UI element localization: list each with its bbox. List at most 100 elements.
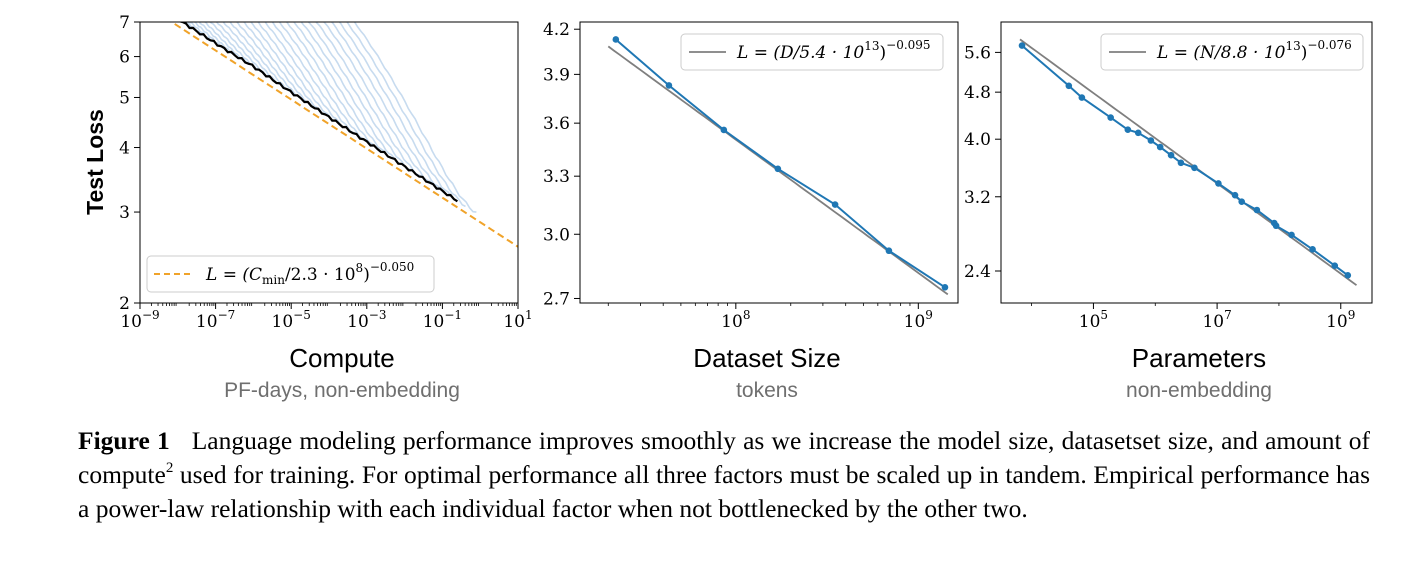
dataset-series-line [615, 38, 946, 289]
params-point [1309, 246, 1316, 253]
training-curve [300, 22, 401, 165]
dataset-point [885, 247, 893, 255]
y-axis-label: Test Loss [82, 109, 108, 215]
y-tick-label: 3.2 [964, 188, 991, 208]
params-y-ticks: 5.6 4.8 4.0 3.2 2.4 [964, 43, 1001, 282]
x-tick-label: 105 [1079, 308, 1108, 332]
params-point [1215, 180, 1222, 187]
training-curve [242, 22, 314, 108]
params-point [1167, 151, 1175, 159]
params-point [1018, 42, 1026, 49]
params-point [1156, 143, 1164, 151]
params-point [1177, 159, 1185, 167]
y-tick-label: 4.2 [543, 20, 570, 40]
params-point [1344, 272, 1352, 279]
compute-subtitle: PF-days, non-embedding [224, 379, 460, 402]
dataset-legend-label: L = (D/5.4 · 1013)−0.095 [736, 38, 931, 63]
training-curve [330, 22, 445, 194]
x-tick-label: 109 [904, 308, 933, 332]
training-curve [181, 22, 193, 30]
caption-footnote: 2 [165, 459, 174, 476]
params-title: Parameters [1132, 343, 1266, 373]
x-tick-label: 107 [1202, 308, 1231, 332]
params-point [1331, 262, 1339, 269]
compute-frontier-line [178, 22, 458, 203]
x-tick-label: 10−9 [120, 308, 159, 332]
params-point [1078, 94, 1086, 101]
y-tick-label: 7 [119, 13, 130, 33]
training-curve [315, 22, 423, 178]
y-tick-label: 4.8 [964, 83, 991, 103]
params-point [1065, 82, 1073, 90]
training-curve [215, 22, 269, 78]
y-tick-label: 4.0 [964, 130, 991, 150]
training-curve [338, 22, 456, 201]
dataset-y-ticks: 4.2 3.9 3.6 3.3 3.0 2.7 [543, 20, 580, 309]
y-tick-label: 3.3 [543, 167, 570, 187]
dataset-point [774, 165, 782, 173]
compute-panel: Test Loss 7 6 5 4 3 2 10−9 10−7 10−5 10−3 10−1 101… [82, 13, 533, 402]
params-point [1288, 231, 1295, 239]
params-subtitle: non-embedding [1126, 379, 1272, 402]
y-tick-label: 5 [119, 88, 130, 108]
params-point [1147, 137, 1155, 144]
training-curve [229, 22, 292, 93]
y-tick-label: 4 [119, 139, 130, 159]
caption-label: Figure 1 [78, 426, 170, 455]
training-curve [203, 22, 248, 64]
compute-legend-label: L = (Cmin/2.3 · 108)−0.050 [205, 260, 414, 287]
x-tick-label: 101 [503, 308, 532, 332]
training-curve [285, 22, 379, 151]
y-tick-label: 2.4 [964, 262, 991, 282]
training-curve [307, 22, 412, 171]
params-legend: L = (N/8.8 · 1013)−0.076 [1100, 33, 1364, 71]
y-tick-label: 3.0 [543, 225, 570, 245]
params-x-ticks: 105 107 109 [1031, 303, 1355, 332]
dataset-subtitle: tokens [736, 379, 798, 402]
training-curve [278, 22, 368, 143]
compute-y-ticks: 7 6 5 4 3 2 [119, 13, 140, 314]
x-tick-label: 10−7 [196, 308, 235, 332]
compute-legend: L = (Cmin/2.3 · 108)−0.050 [146, 255, 435, 293]
dataset-point [941, 283, 949, 291]
training-curves [180, 22, 477, 213]
dataset-axes-frame [579, 21, 959, 304]
x-tick-label: 10−3 [347, 308, 386, 332]
x-tick-label: 108 [721, 308, 750, 332]
training-curve [271, 22, 357, 135]
y-tick-label: 5.6 [964, 43, 991, 63]
dataset-point [831, 201, 839, 208]
dataset-point [665, 82, 673, 89]
compute-x-ticks: 10−9 10−7 10−5 10−3 10−1 101 [120, 303, 533, 332]
params-point [1231, 191, 1239, 199]
y-tick-label: 2.7 [543, 289, 570, 309]
training-curve [264, 22, 346, 128]
params-panel: 5.6 4.8 4.0 3.2 2.4 105 107 109 L = (N/8.8 · 1… [964, 21, 1373, 402]
caption-text-a: Language modeling performance improves s… [78, 426, 1370, 489]
dataset-point [720, 126, 728, 134]
params-axes-frame [1000, 21, 1373, 304]
x-tick-label: 10−5 [272, 308, 311, 332]
dataset-series [612, 36, 949, 291]
x-tick-label: 109 [1326, 308, 1355, 332]
params-legend-label: L = (N/8.8 · 1013)−0.076 [1156, 38, 1352, 63]
training-curve [250, 22, 324, 115]
dataset-panel: 4.2 3.9 3.6 3.3 3.0 2.7 108 109 L = (D/5.4 · 1… [543, 20, 959, 402]
params-fit-line [1019, 38, 1358, 286]
dataset-legend: L = (D/5.4 · 1013)−0.095 [680, 33, 944, 71]
caption-text-b: used for training. For optimal performan… [78, 460, 1370, 523]
compute-fit-line [169, 22, 518, 248]
params-point [1134, 129, 1142, 137]
training-curve [293, 22, 390, 158]
training-curve [322, 22, 434, 186]
training-curve [208, 22, 259, 71]
params-series [1018, 42, 1352, 279]
dataset-title: Dataset Size [693, 343, 840, 373]
params-point [1238, 198, 1246, 205]
params-point [1272, 222, 1280, 230]
y-tick-label: 3.9 [543, 65, 570, 85]
training-curve [353, 22, 477, 213]
params-point [1107, 114, 1114, 121]
y-tick-label: 6 [119, 48, 130, 68]
training-curve [257, 22, 335, 122]
